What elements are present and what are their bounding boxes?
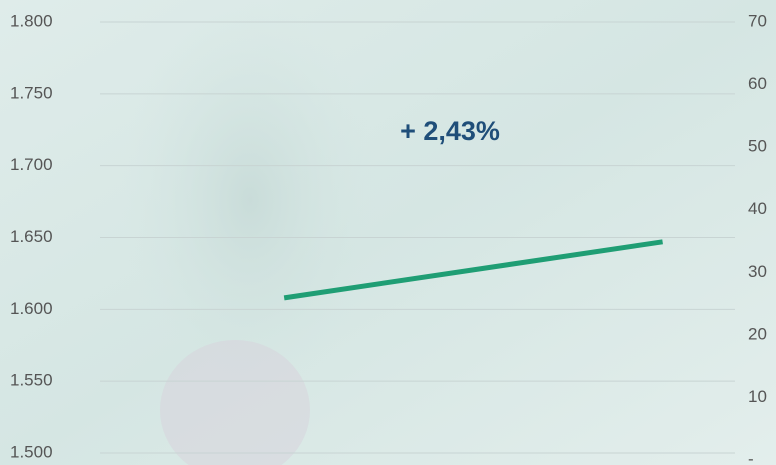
- y2-tick-label: -: [748, 449, 754, 465]
- background-texture: [160, 340, 310, 465]
- y-tick-label: 1.700: [10, 155, 53, 174]
- y-tick-label: 1.600: [10, 299, 53, 318]
- y2-tick-label: 60: [748, 74, 767, 93]
- line-series: [283, 239, 663, 301]
- y2-tick-label: 50: [748, 137, 767, 156]
- y2-tick-label: 10: [748, 387, 767, 406]
- y2-tick-label: 20: [748, 324, 767, 343]
- y2-tick-label: 70: [748, 11, 767, 30]
- background-texture: [120, 0, 380, 400]
- y-tick-label: 1.500: [10, 442, 53, 461]
- y2-tick-label: 30: [748, 262, 767, 281]
- y-tick-label: 1.550: [10, 371, 53, 390]
- y-tick-label: 1.650: [10, 227, 53, 246]
- y-tick-label: 1.800: [10, 11, 53, 30]
- annotation: + 2,43%: [400, 116, 500, 146]
- y-tick-label: 1.750: [10, 83, 53, 102]
- y2-tick-label: 40: [748, 199, 767, 218]
